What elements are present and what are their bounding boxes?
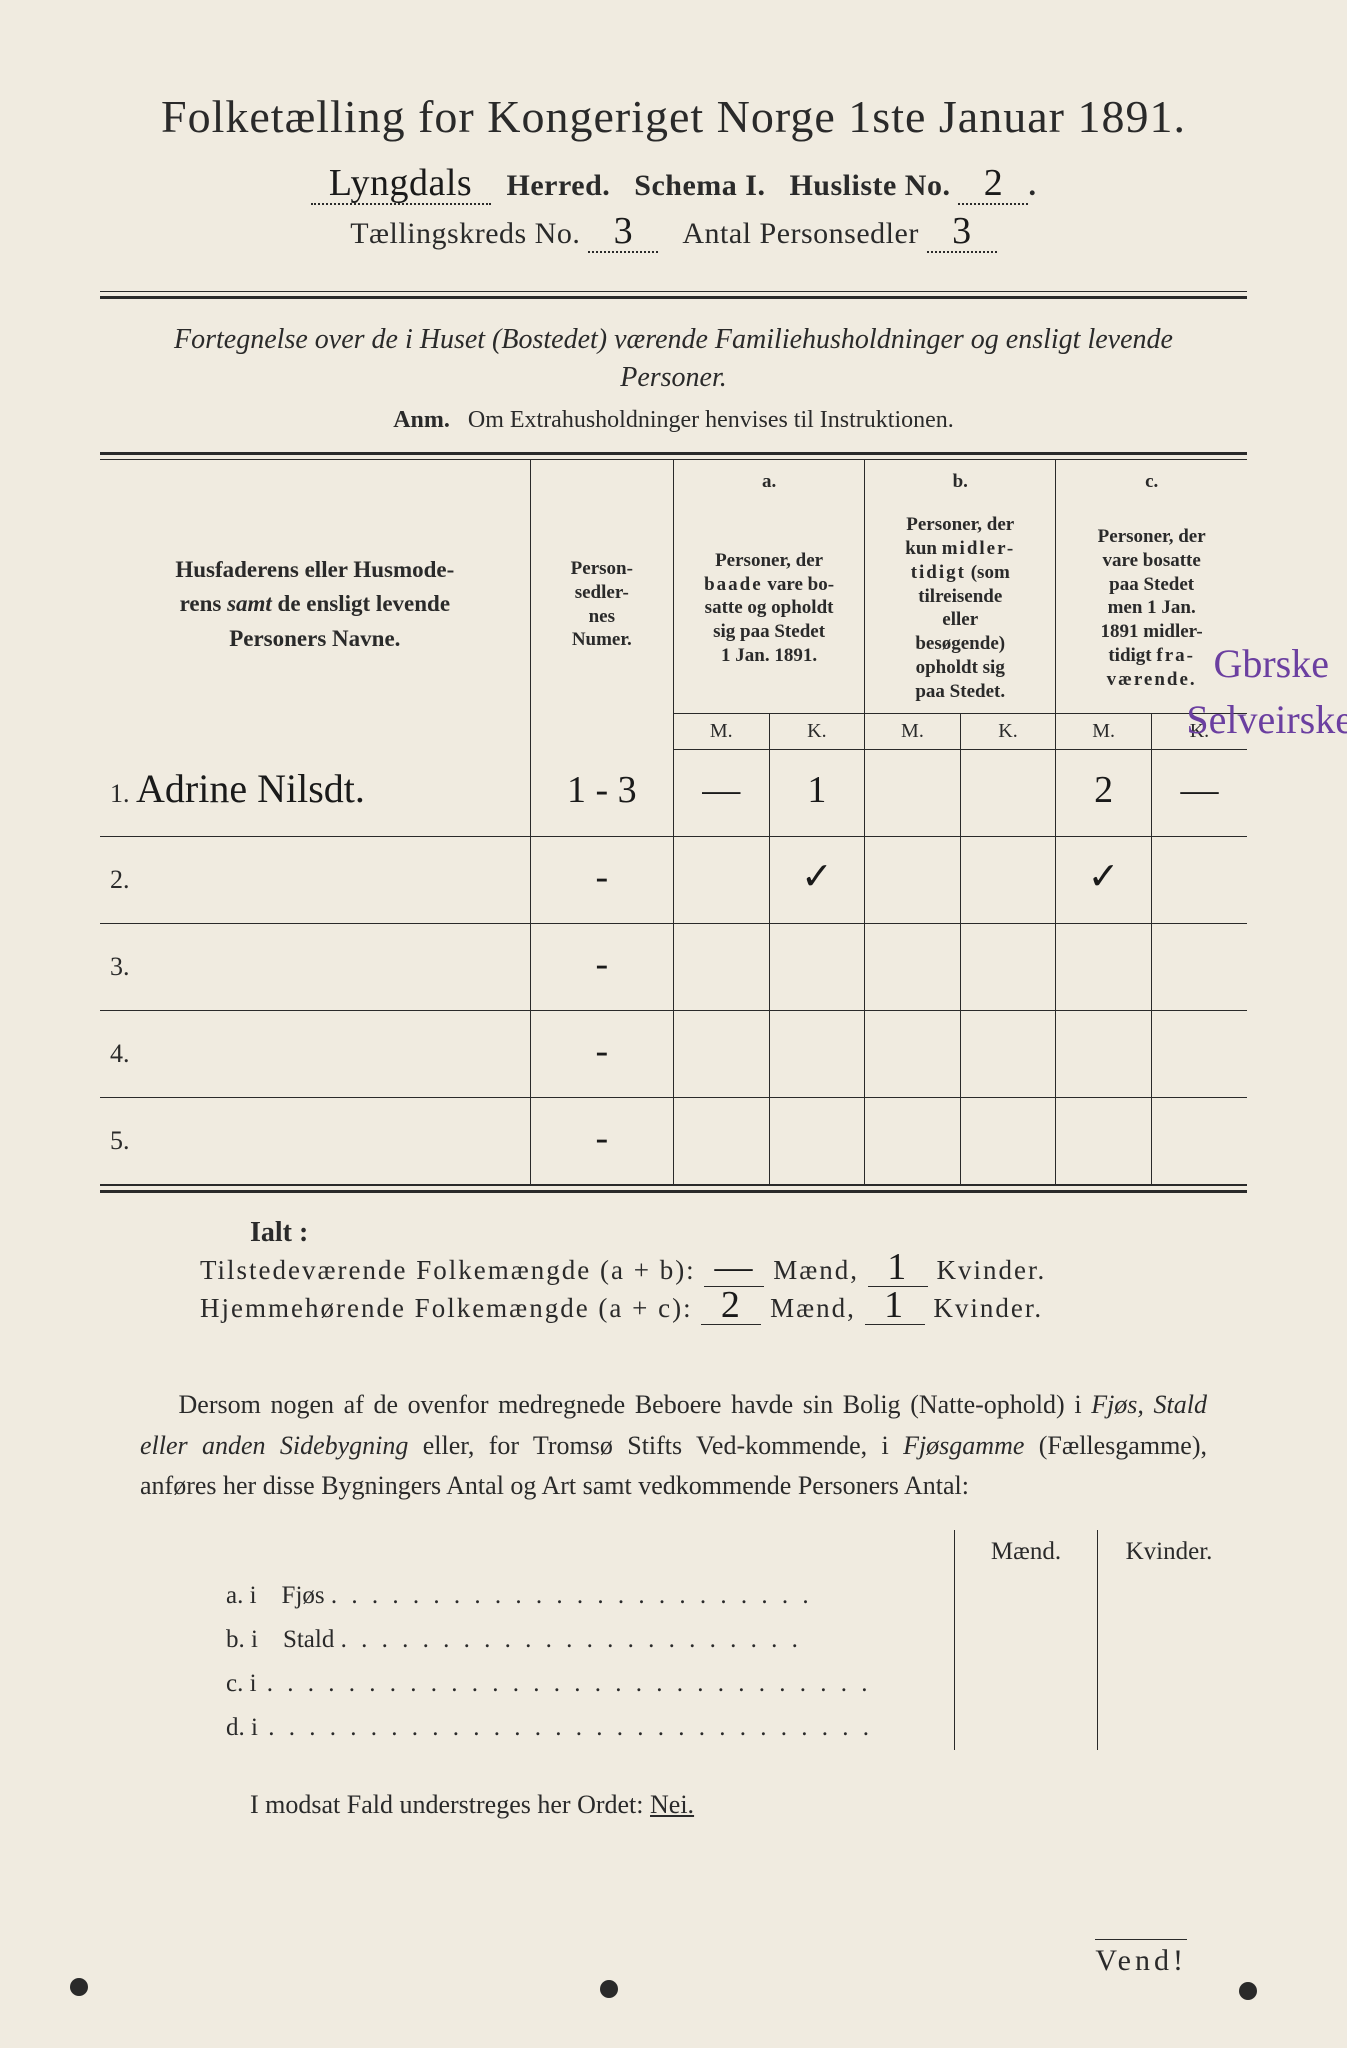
row-tag: d. i xyxy=(226,1714,258,1741)
row-label: Fjøs xyxy=(282,1582,325,1609)
cell: 1 - 3 xyxy=(567,769,637,811)
col-numer: Person-sedler-nesNumer. xyxy=(530,460,673,750)
schema-label: Schema I. xyxy=(634,169,765,202)
sum-k: 1 xyxy=(884,1284,905,1326)
sum-present: Tilstedeværende Folkemængde (a + b): — M… xyxy=(200,1255,1247,1287)
table-row: 4. - xyxy=(100,1011,1247,1098)
table-row: 1. Adrine Nilsdt. 1 - 3 — 1 2 — xyxy=(100,750,1247,837)
col-k: Kvinder. xyxy=(1098,1530,1241,1574)
cell: 1 xyxy=(807,769,826,811)
rule xyxy=(100,1190,1247,1193)
kreds-no: 3 xyxy=(614,210,634,252)
header-line-2: Tællingskreds No. 3 Antal Personsedler 3 xyxy=(100,217,1247,253)
herred-handwriting: Lyngdals xyxy=(329,162,472,204)
m-label: Mænd, xyxy=(770,1293,856,1323)
k-label: Kvinder. xyxy=(933,1293,1043,1323)
margin-note-2: Selveirske xyxy=(1186,696,1347,743)
row-num: 5. xyxy=(110,1126,130,1155)
nei-word: Nei. xyxy=(650,1790,694,1819)
cell: - xyxy=(595,943,608,985)
col-b-k: K. xyxy=(960,714,1056,750)
ialt-label: Ialt : xyxy=(250,1217,1247,1249)
table-row: b. i Stald . . . . . . . . . . . . . . .… xyxy=(220,1618,1240,1662)
table-row: 3. - xyxy=(100,924,1247,1011)
col-m: Mænd. xyxy=(955,1530,1098,1574)
table-row: c. i . . . . . . . . . . . . . . . . . .… xyxy=(220,1662,1240,1706)
cell: - xyxy=(595,856,608,898)
herred-label: Herred. xyxy=(507,169,611,202)
header-line-1: Lyngdals Herred. Schema I. Husliste No. … xyxy=(100,169,1247,205)
col-names: Husfaderens eller Husmode-rens samt de e… xyxy=(100,460,530,750)
cell: 2 xyxy=(1094,769,1113,811)
col-a: Personer, derbaade vare bo-satte og opho… xyxy=(674,503,865,714)
outbuilding-table: Mænd. Kvinder. a. i Fjøs . . . . . . . .… xyxy=(220,1530,1240,1750)
row-tag: a. i xyxy=(226,1582,257,1609)
row-tag: b. i xyxy=(226,1626,258,1653)
anm-line: Anm. Om Extrahusholdninger henvises til … xyxy=(100,407,1247,434)
table-row: a. i Fjøs . . . . . . . . . . . . . . . … xyxy=(220,1574,1240,1618)
punch-hole-icon xyxy=(1239,1982,1257,2000)
row-name: Adrine Nilsdt. xyxy=(136,766,365,811)
col-a-k: K. xyxy=(769,714,865,750)
row-num: 1. xyxy=(110,779,130,808)
row-num: 4. xyxy=(110,1039,130,1068)
row-tag: c. i xyxy=(226,1670,257,1697)
table-row: 2. - ✓ ✓ xyxy=(100,837,1247,924)
page-title: Folketælling for Kongeriget Norge 1ste J… xyxy=(100,90,1247,143)
sum-m: 2 xyxy=(721,1284,742,1326)
m-label: Mænd, xyxy=(773,1255,859,1285)
row-num: 2. xyxy=(110,865,130,894)
antal-label: Antal Personsedler xyxy=(682,217,918,250)
antal-no: 3 xyxy=(952,210,972,252)
cell: ✓ xyxy=(1088,856,1120,898)
nei-text: I modsat Fald understreges her Ordet: xyxy=(250,1790,644,1819)
row-label: Stald xyxy=(283,1626,334,1653)
sum-m: — xyxy=(714,1246,754,1288)
sum-label: Tilstedeværende Folkemængde (a + b): xyxy=(200,1255,696,1285)
margin-note-1: Gbrske xyxy=(1213,640,1329,687)
col-c-tag: c. xyxy=(1056,460,1247,504)
cell: — xyxy=(1180,769,1218,811)
anm-text: Om Extrahusholdninger henvises til Instr… xyxy=(468,407,954,433)
col-a-tag: a. xyxy=(674,460,865,504)
col-b-m: M. xyxy=(865,714,961,750)
col-b: Personer, derkun midler-tidigt (somtilre… xyxy=(865,503,1056,714)
cell: - xyxy=(595,1030,608,1072)
col-a-m: M. xyxy=(674,714,770,750)
punch-hole-icon xyxy=(70,1978,88,1996)
rule xyxy=(100,296,1247,299)
nei-line: I modsat Fald understreges her Ordet: Ne… xyxy=(250,1790,1247,1820)
husliste-label: Husliste No. xyxy=(789,169,950,202)
table-row: 5. - xyxy=(100,1098,1247,1185)
husliste-no: 2 xyxy=(984,162,1004,204)
sum-k: 1 xyxy=(887,1246,908,1288)
census-table: Husfaderens eller Husmode-rens samt de e… xyxy=(100,460,1247,1186)
subtitle: Fortegnelse over de i Huset (Bostedet) v… xyxy=(160,321,1187,397)
col-c-m: M. xyxy=(1056,714,1152,750)
col-b-tag: b. xyxy=(865,460,1056,504)
cell: ✓ xyxy=(801,856,833,898)
instructions-para: Dersom nogen af de ovenfor medregnede Be… xyxy=(140,1385,1207,1506)
cell: - xyxy=(595,1117,608,1159)
anm-prefix: Anm. xyxy=(393,407,450,433)
sum-label: Hjemmehørende Folkemængde (a + c): xyxy=(200,1293,693,1323)
kreds-label: Tællingskreds No. xyxy=(350,217,580,250)
row-num: 3. xyxy=(110,952,130,981)
vend-label: Vend! xyxy=(1095,1939,1187,1978)
table-row: d. i . . . . . . . . . . . . . . . . . .… xyxy=(220,1706,1240,1750)
punch-hole-icon xyxy=(600,1980,618,1998)
k-label: Kvinder. xyxy=(936,1255,1046,1285)
cell: — xyxy=(702,769,740,811)
sum-resident: Hjemmehørende Folkemængde (a + c): 2 Mæn… xyxy=(200,1293,1247,1325)
census-form-page: Folketælling for Kongeriget Norge 1ste J… xyxy=(0,0,1347,2048)
